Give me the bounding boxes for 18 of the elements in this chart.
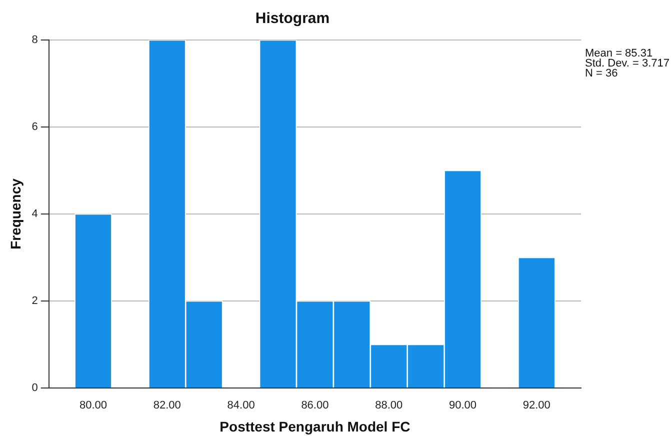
x-tick-label: 90.00 <box>448 400 477 412</box>
y-tick-label: 0 <box>32 382 38 394</box>
text: Std. Dev. = 3.717 <box>585 58 670 70</box>
y-tick-label: 8 <box>32 34 38 46</box>
x-tick-label: 92.00 <box>522 400 550 412</box>
x-tick-label: 86.00 <box>301 400 329 412</box>
y-tick-label: 4 <box>32 208 38 220</box>
y-axis-title: Frequency <box>7 178 24 250</box>
text: Mean = 85.31 <box>585 48 653 60</box>
x-tick-label: 82.00 <box>153 400 181 412</box>
x-axis-title: Posttest Pengaruh Model FC <box>220 418 410 434</box>
x-tick-label: 84.00 <box>227 400 255 412</box>
y-tick-label: 2 <box>32 295 38 308</box>
text: N = 36 <box>585 68 618 80</box>
y-tick-label: 6 <box>32 121 38 134</box>
x-tick-label: 88.00 <box>375 400 403 412</box>
chart-title: Histogram <box>255 10 330 28</box>
x-tick-label: 80.00 <box>79 400 108 412</box>
